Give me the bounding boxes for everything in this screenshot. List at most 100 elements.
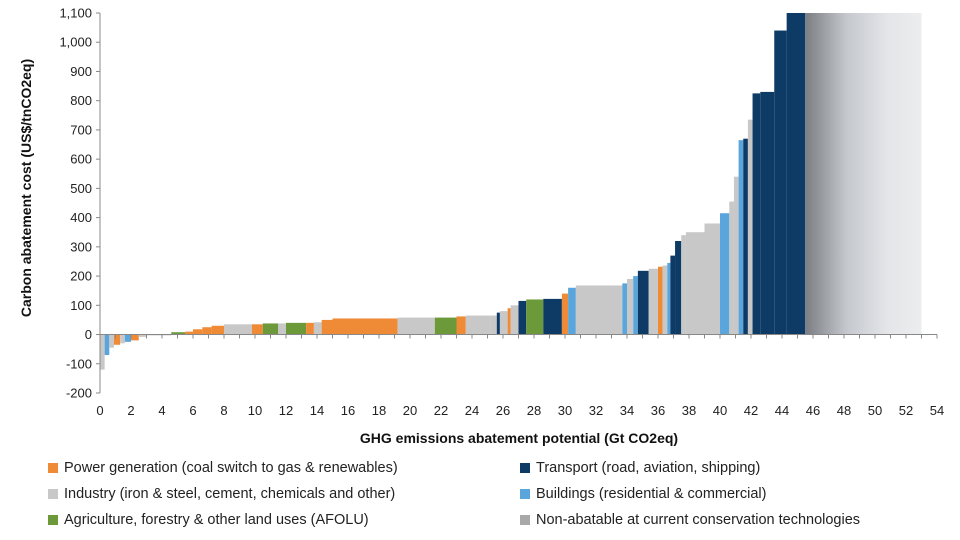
bar-power-36 — [561, 293, 569, 335]
bar-transport-56 — [743, 138, 748, 335]
x-tick-label: 28 — [527, 403, 541, 418]
bar-industry-40 — [627, 279, 634, 335]
bar-power-30 — [507, 308, 511, 335]
bar-power-11 — [193, 329, 203, 335]
y-tick-label: 200 — [70, 269, 92, 284]
bar-buildings-41 — [633, 276, 638, 335]
axes-group: -200-10001002003004005006007008009001,00… — [59, 6, 944, 419]
bar-power-13 — [211, 325, 224, 335]
y-tick-label: 100 — [70, 298, 92, 313]
legend: Power generation (coal switch to gas & r… — [48, 458, 948, 530]
bar-transport-42 — [637, 270, 649, 335]
bar-industry-54 — [733, 176, 739, 335]
bar-industry-50 — [685, 232, 705, 335]
bar-industry-45 — [662, 265, 668, 335]
x-tick-label: 48 — [837, 403, 851, 418]
bar-buildings-39 — [622, 283, 627, 335]
bar-industry-0 — [100, 334, 105, 370]
bar-industry-7 — [138, 334, 147, 337]
bar-industry-2 — [109, 334, 114, 348]
y-axis-title: Carbon abatement cost (US$/tnCO2eq) — [18, 59, 34, 317]
y-tick-label: -200 — [66, 386, 92, 401]
x-tick-label: 40 — [713, 403, 727, 418]
y-tick-label: 700 — [70, 122, 92, 137]
x-tick-label: 42 — [744, 403, 758, 418]
legend-item-nonabatable: Non-abatable at current conservation tec… — [520, 510, 940, 530]
bar-power-12 — [202, 327, 212, 335]
bar-buildings-5 — [124, 334, 131, 342]
bar-industry-53 — [729, 201, 734, 335]
bar-industry-27 — [490, 315, 497, 335]
bar-transport-47 — [670, 255, 676, 335]
bar-industry-43 — [648, 268, 658, 335]
bar-industry-17 — [278, 323, 286, 335]
bar-afolu-16 — [262, 323, 279, 335]
bar-buildings-37 — [568, 287, 576, 335]
bar-buildings-1 — [104, 334, 110, 355]
bar-industry-57 — [747, 119, 753, 335]
x-tick-label: 50 — [868, 403, 882, 418]
bar-industry-38 — [575, 285, 623, 335]
bar-power-3 — [113, 334, 121, 345]
x-axis-title: GHG emissions abatement potential (Gt CO… — [360, 430, 678, 446]
x-tick-label: 38 — [682, 403, 696, 418]
bar-power-19 — [306, 322, 314, 335]
legend-label-nonabatable: Non-abatable at current conservation tec… — [536, 512, 861, 528]
y-tick-label: 600 — [70, 152, 92, 167]
bar-transport-32 — [518, 300, 527, 335]
x-tick-label: 54 — [930, 403, 944, 418]
legend-item-transport: Transport (road, aviation, shipping) — [520, 458, 940, 478]
y-tick-label: 0 — [85, 327, 92, 342]
bar-power-10 — [185, 331, 193, 335]
legend-label-power: Power generation (coal switch to gas & r… — [64, 460, 398, 476]
x-tick-label: 18 — [372, 403, 386, 418]
bar-power-15 — [251, 324, 263, 335]
legend-item-buildings: Buildings (residential & commercial) — [520, 484, 940, 504]
x-tick-label: 20 — [403, 403, 417, 418]
bar-power-25 — [456, 316, 466, 335]
bar-industry-23 — [397, 317, 435, 335]
bar-industry-4 — [120, 334, 125, 344]
bar-nonabatable-62 — [805, 13, 922, 335]
y-tick-label: 400 — [70, 210, 92, 225]
x-tick-label: 36 — [651, 403, 665, 418]
bar-industry-31 — [510, 305, 519, 335]
x-tick-label: 6 — [189, 403, 196, 418]
x-tick-label: 24 — [465, 403, 479, 418]
bar-buildings-55 — [738, 140, 744, 335]
x-tick-label: 44 — [775, 403, 789, 418]
legend-swatch-nonabatable — [520, 515, 530, 525]
legend-item-power: Power generation (coal switch to gas & r… — [48, 458, 520, 478]
legend-item-industry: Industry (iron & steel, cement, chemical… — [48, 484, 520, 504]
bar-power-21 — [321, 319, 333, 335]
bar-transport-58 — [752, 93, 761, 335]
x-tick-label: 14 — [310, 403, 324, 418]
x-tick-label: 4 — [158, 403, 165, 418]
legend-label-buildings: Buildings (residential & commercial) — [536, 486, 767, 502]
bar-industry-49 — [681, 235, 686, 335]
bar-afolu-33 — [526, 299, 534, 335]
bar-power-22 — [332, 318, 398, 335]
legend-item-afolu: Agriculture, forestry & other land uses … — [48, 510, 520, 530]
legend-swatch-buildings — [520, 489, 530, 499]
bar-industry-20 — [313, 322, 322, 335]
legend-swatch-afolu — [48, 515, 58, 525]
bars-group — [100, 13, 922, 370]
bar-transport-61 — [786, 13, 806, 335]
legend-label-industry: Industry (iron & steel, cement, chemical… — [64, 486, 396, 502]
x-tick-label: 2 — [127, 403, 134, 418]
bar-power-6 — [131, 334, 139, 341]
x-tick-label: 0 — [96, 403, 103, 418]
bar-afolu-34 — [534, 299, 544, 335]
bar-transport-35 — [543, 298, 562, 335]
y-tick-label: 300 — [70, 239, 92, 254]
y-tick-label: -100 — [66, 356, 92, 371]
legend-label-transport: Transport (road, aviation, shipping) — [536, 460, 761, 476]
bar-industry-51 — [704, 223, 720, 335]
bar-buildings-46 — [667, 262, 671, 335]
x-tick-label: 30 — [558, 403, 572, 418]
y-tick-label: 500 — [70, 181, 92, 196]
bar-transport-48 — [675, 241, 682, 335]
bar-transport-59 — [760, 91, 775, 335]
y-tick-label: 900 — [70, 64, 92, 79]
